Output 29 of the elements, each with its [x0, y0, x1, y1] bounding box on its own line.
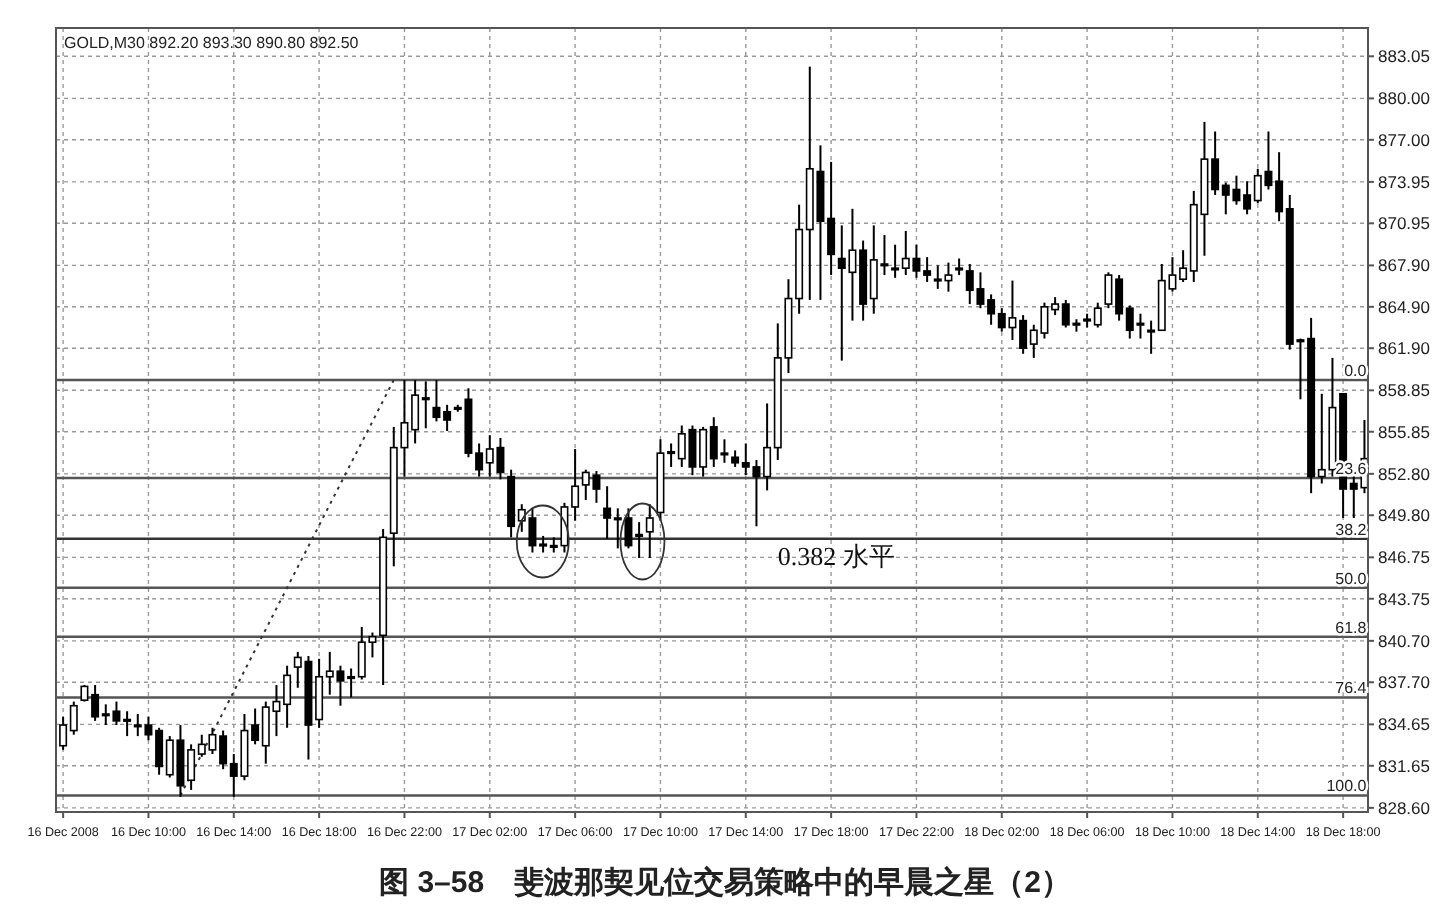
y-tick-label: 880.00 — [1378, 88, 1431, 109]
chart-subtitle: GOLD,M30 892.20 893.30 890.80 892.50 — [64, 34, 360, 52]
y-tick-label: 877.00 — [1378, 129, 1431, 150]
y-tick-label: 873.95 — [1378, 171, 1431, 192]
annotation: 50.0 — [1335, 569, 1368, 588]
y-tick-label: 858.85 — [1378, 380, 1431, 401]
y-tick-label: 870.95 — [1378, 213, 1431, 234]
y-tick-label: 864.90 — [1378, 296, 1431, 317]
y-tick-label: 843.75 — [1378, 588, 1431, 609]
annotation: 0.0 — [1344, 361, 1368, 380]
annotation: 38.2 — [1335, 520, 1368, 539]
y-tick-label: 867.90 — [1378, 255, 1431, 276]
y-tick-label: 837.70 — [1378, 672, 1431, 693]
y-tick-label: 846.75 — [1378, 547, 1431, 568]
y-tick-label: 861.90 — [1378, 338, 1431, 359]
y-tick-label: 852.80 — [1378, 463, 1431, 484]
y-tick-label: 840.70 — [1378, 630, 1431, 651]
annotation: 61.8 — [1335, 618, 1368, 637]
annotation: 0.382 水平 — [777, 540, 895, 571]
annotation: 76.4 — [1335, 679, 1368, 698]
y-tick-label: 831.65 — [1378, 755, 1431, 776]
y-tick-label: 883.05 — [1378, 46, 1431, 67]
y-tick-label: 828.60 — [1378, 797, 1431, 818]
annotation: 100.0 — [1326, 777, 1368, 796]
candlestick — [645, 503, 654, 560]
y-tick-label: 849.80 — [1378, 505, 1431, 526]
y-tick-label: 834.65 — [1378, 714, 1431, 735]
text: 图 3–58 斐波那契见位交易策略中的早晨之星（2） — [379, 864, 1071, 900]
y-tick-label: 855.85 — [1378, 421, 1431, 442]
